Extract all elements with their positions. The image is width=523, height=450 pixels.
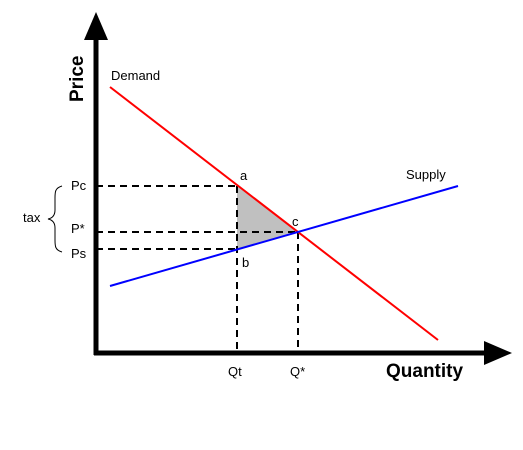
x-axis-title: Quantity [386, 361, 463, 382]
pc-label: Pc [71, 178, 87, 193]
supply-label: Supply [406, 167, 446, 182]
q-star-label: Q* [290, 364, 305, 379]
x-axis-arrowhead [484, 341, 512, 365]
y-axis-title: Price [67, 56, 88, 102]
p-star-label: P* [71, 221, 85, 236]
point-c-label: c [292, 214, 299, 229]
tax-label: tax [23, 210, 41, 225]
demand-label: Demand [111, 68, 160, 83]
qt-label: Qt [228, 364, 242, 379]
point-b-label: b [242, 255, 249, 270]
tax-brace [47, 185, 63, 253]
ps-label: Ps [71, 246, 87, 261]
deadweight-loss-triangle [237, 186, 298, 249]
guide-lines [96, 185, 299, 352]
y-axis-arrowhead [84, 12, 108, 40]
demand-curve [109, 86, 439, 341]
point-a-label: a [240, 168, 248, 183]
supply-curve [109, 185, 459, 287]
